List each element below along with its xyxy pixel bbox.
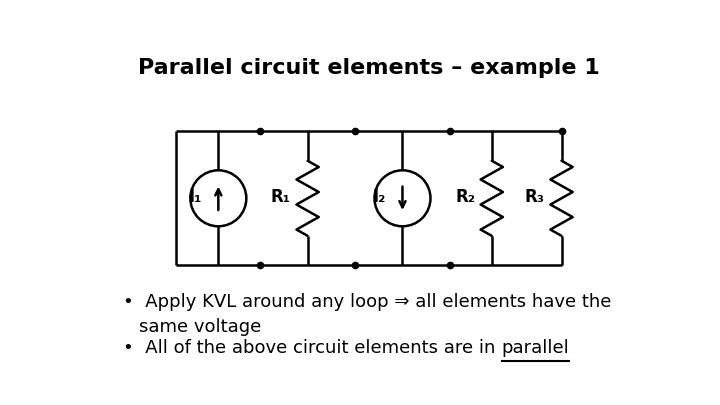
- Text: parallel: parallel: [502, 339, 570, 357]
- Text: Parallel circuit elements – example 1: Parallel circuit elements – example 1: [138, 58, 600, 78]
- Text: R₁: R₁: [271, 188, 291, 206]
- Text: R₃: R₃: [525, 188, 545, 206]
- Text: same voltage: same voltage: [139, 318, 261, 336]
- Text: I₂: I₂: [372, 188, 386, 206]
- Text: I₁: I₁: [188, 188, 202, 206]
- Text: •  All of the above circuit elements are in: • All of the above circuit elements are …: [124, 339, 502, 357]
- Text: •  Apply KVL around any loop ⇒ all elements have the: • Apply KVL around any loop ⇒ all elemen…: [124, 293, 612, 311]
- Text: R₂: R₂: [455, 188, 475, 206]
